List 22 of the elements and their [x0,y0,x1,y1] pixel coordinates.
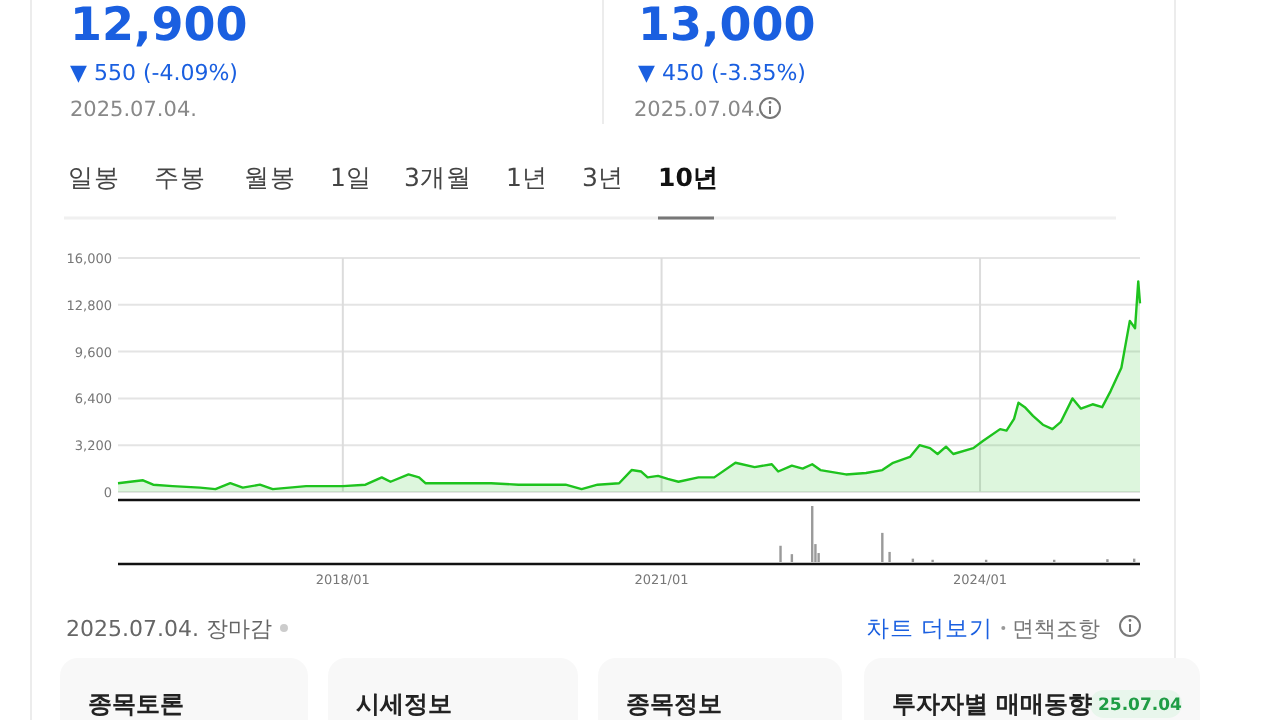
text: 2025.07.04. [634,98,761,122]
text: 차트 더보기 [866,614,994,642]
text: 3개월 [404,162,472,192]
text: 1일 [330,162,372,192]
text: 3년 [582,162,624,192]
text: 종목정보 [626,690,722,718]
text: 주봉 [154,162,206,192]
text: 1년 [506,162,548,192]
text: 2025.07.04. 장마감 [66,616,272,642]
text: 시세정보 [356,690,452,718]
text: 10년 [658,162,719,192]
text: 투자자별 매매동향 [892,690,1093,718]
text: 종목토론 [88,690,184,718]
text: ▼ 550 (-4.09%) [70,60,238,86]
text: 일봉 [68,162,120,192]
text: 25.07.04 [1098,696,1183,716]
text: 2025.07.04. [70,98,197,122]
text: 월봉 [244,162,296,192]
text: 13,000 [638,0,816,52]
text: ▼ 450 (-3.35%) [638,60,806,86]
text: 12,900 [70,0,248,52]
text: 면책조항 [1012,616,1100,642]
